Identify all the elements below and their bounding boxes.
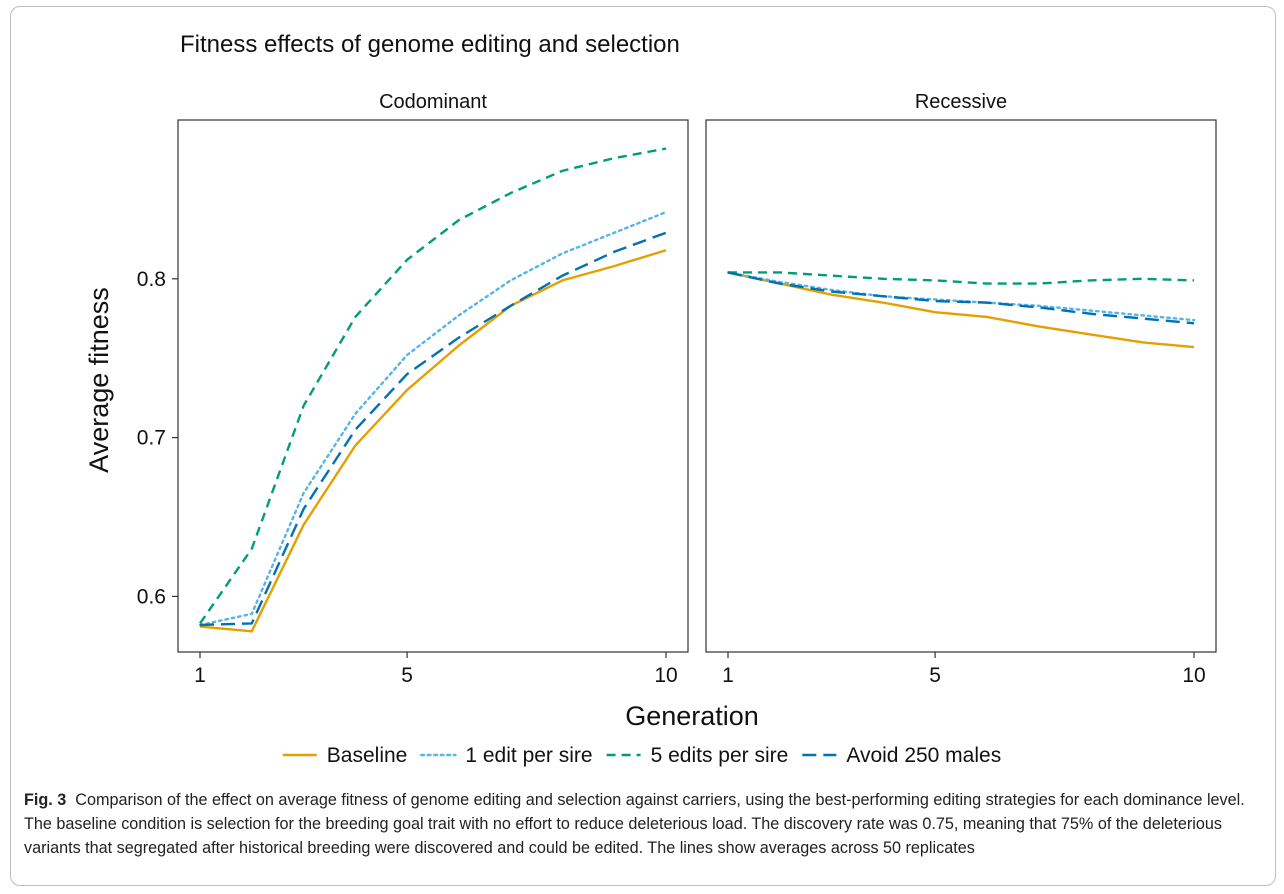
series-line-recessive-avoid-250-males bbox=[727, 271, 1195, 325]
panel-border-recessive bbox=[705, 119, 1217, 653]
panel-border-codominant bbox=[177, 119, 689, 653]
series-line-codominant-baseline bbox=[199, 249, 667, 633]
panel-title-codominant: Codominant bbox=[379, 91, 487, 113]
y-tick-label: 0.8 bbox=[137, 268, 166, 291]
x-tick-label: 10 bbox=[1182, 664, 1205, 687]
x-axis-label: Generation bbox=[625, 701, 759, 731]
legend-label-baseline: Baseline bbox=[327, 744, 408, 767]
x-tick-label: 5 bbox=[401, 664, 413, 687]
y-axis-label: Average fitness bbox=[84, 287, 114, 473]
caption-label: Fig. 3 bbox=[24, 791, 67, 809]
y-tick-label: 0.6 bbox=[137, 585, 166, 608]
x-tick-label: 5 bbox=[929, 664, 941, 687]
legend-label-avoid-250-males: Avoid 250 males bbox=[846, 744, 1001, 767]
series-line-codominant-avoid-250-males bbox=[199, 231, 667, 627]
x-tick-label: 1 bbox=[194, 664, 206, 687]
x-tick-label: 10 bbox=[654, 664, 677, 687]
caption-text: Comparison of the effect on average fitn… bbox=[24, 791, 1245, 857]
series-line-codominant-5-edits-per-sire bbox=[199, 147, 667, 625]
legend-label-1-edit-per-sire: 1 edit per sire bbox=[465, 744, 592, 767]
series-line-codominant-1-edit-per-sire bbox=[198, 210, 668, 627]
chart-title: Fitness effects of genome editing and se… bbox=[180, 31, 680, 58]
figure-frame bbox=[10, 6, 1276, 886]
legend: Baseline 1 edit per sire 5 edits per sire A… bbox=[282, 744, 1001, 767]
series-line-recessive-baseline bbox=[727, 271, 1195, 349]
panel-title-recessive: Recessive bbox=[915, 91, 1007, 113]
series-line-recessive-5-edits-per-sire bbox=[728, 271, 1195, 285]
plot-area: Codominant 1 5 10 0.6 0.7 0.8 Recessive 1 5 10 bbox=[137, 91, 1217, 687]
figure-caption: Fig. 3 Comparison of the effect on avera… bbox=[24, 788, 1269, 860]
y-tick-label: 0.7 bbox=[137, 427, 166, 450]
x-tick-label: 1 bbox=[722, 664, 734, 687]
legend-label-5-edits-per-sire: 5 edits per sire bbox=[651, 744, 789, 767]
